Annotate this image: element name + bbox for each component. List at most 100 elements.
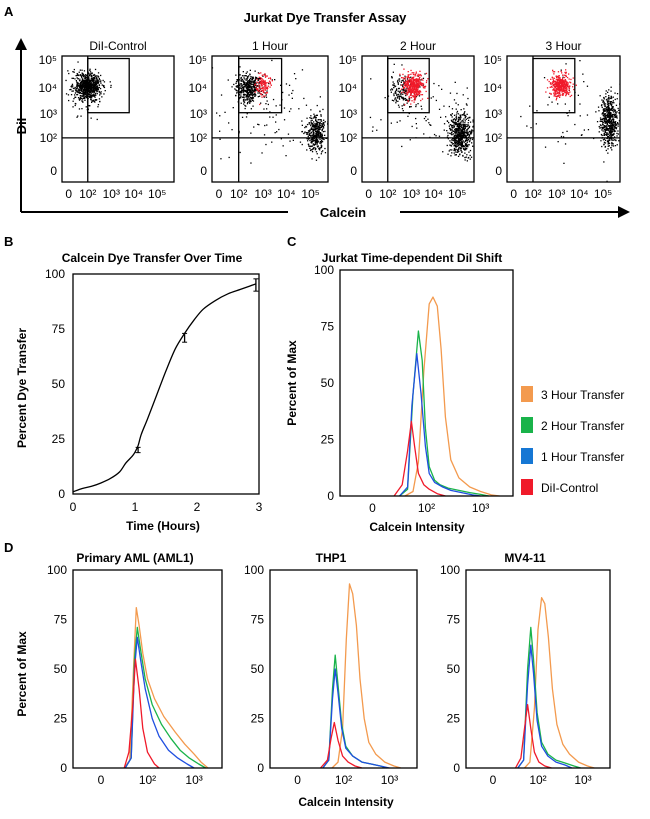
transfer-dot [558, 78, 560, 80]
event-dot [249, 88, 251, 90]
event-dot [392, 81, 394, 83]
event-dot [242, 91, 244, 93]
transfer-dot [418, 77, 420, 79]
transfer-dot [563, 90, 565, 92]
transfer-dot [555, 91, 557, 93]
event-dot [457, 104, 459, 106]
legend-swatch [521, 417, 533, 433]
event-dot [307, 135, 309, 137]
event-dot [402, 84, 404, 87]
event-dot [618, 109, 620, 111]
transfer-dot [260, 87, 262, 90]
transfer-dot [416, 79, 419, 82]
event-dot [456, 112, 458, 114]
event-dot [406, 102, 408, 104]
event-dot [461, 131, 463, 133]
event-dot [612, 116, 614, 118]
transfer-dot [406, 83, 408, 85]
transfer-dot [558, 75, 560, 77]
event-dot [608, 145, 610, 147]
event-dot [310, 125, 312, 127]
event-dot [606, 110, 608, 113]
legend-swatch [521, 386, 533, 402]
transfer-dot [558, 76, 560, 79]
event-dot [410, 106, 412, 108]
event-dot [301, 120, 303, 122]
event-dot [316, 114, 318, 116]
event-dot [464, 149, 466, 151]
transfer-dot [260, 83, 262, 85]
event-dot [459, 114, 461, 116]
transfer-dot [553, 84, 555, 86]
event-dot [255, 77, 257, 80]
transfer-dot [565, 75, 567, 77]
transfer-dot [555, 88, 557, 90]
event-dot [288, 94, 290, 96]
event-dot [454, 123, 456, 125]
event-dot [251, 86, 253, 88]
event-dot [81, 90, 83, 92]
transfer-dot [555, 89, 557, 91]
transfer-dot [407, 85, 409, 87]
transfer-dot [410, 94, 412, 96]
transfer-dot [414, 85, 417, 87]
transfer-dot [403, 91, 405, 93]
transfer-dot [410, 82, 412, 85]
transfer-dot [271, 80, 273, 82]
transfer-dot [558, 83, 560, 85]
event-dot [83, 92, 85, 94]
transfer-dot [411, 100, 413, 102]
event-dot [324, 147, 326, 150]
event-dot [219, 115, 221, 117]
transfer-dot [406, 85, 408, 88]
x-tick-label: 10⁴ [570, 187, 589, 201]
transfer-dot [412, 84, 414, 86]
event-dot [301, 131, 303, 133]
transfer-dot [550, 82, 552, 84]
event-dot [463, 124, 465, 126]
event-dot [220, 94, 223, 96]
event-dot [92, 100, 94, 102]
event-dot [253, 80, 255, 82]
transfer-dot [559, 91, 561, 93]
event-dot [605, 90, 607, 92]
event-dot [462, 130, 464, 133]
event-dot [606, 123, 608, 125]
event-dot [456, 135, 458, 138]
transfer-dot [416, 86, 419, 88]
event-dot [599, 95, 601, 97]
event-dot [394, 90, 397, 93]
event-dot [90, 117, 92, 119]
event-dot [457, 148, 459, 151]
transfer-dot [256, 88, 258, 91]
event-dot [321, 133, 323, 135]
transfer-dot [565, 84, 567, 86]
event-dot [247, 101, 249, 104]
event-dot [99, 101, 101, 103]
event-dot [409, 139, 411, 141]
event-dot [609, 134, 611, 136]
transfer-dot [421, 84, 423, 86]
event-dot [612, 122, 614, 124]
event-dot [252, 85, 254, 88]
event-dot [80, 115, 82, 117]
transfer-dot [418, 90, 421, 92]
event-dot [316, 133, 318, 135]
event-dot [310, 138, 312, 141]
event-dot [557, 141, 559, 143]
transfer-dot [410, 85, 412, 87]
event-dot [235, 89, 237, 91]
event-dot [88, 81, 90, 83]
event-dot [422, 84, 424, 86]
transfer-dot [546, 87, 549, 89]
event-dot [393, 87, 395, 89]
event-dot [451, 152, 453, 154]
event-dot [609, 122, 611, 124]
event-dot [245, 72, 247, 74]
event-dot [616, 132, 618, 135]
event-dot [607, 120, 609, 122]
event-dot [272, 116, 274, 118]
x-tick-label: 0 [98, 773, 105, 787]
event-dot [94, 75, 97, 77]
event-dot [84, 92, 86, 94]
